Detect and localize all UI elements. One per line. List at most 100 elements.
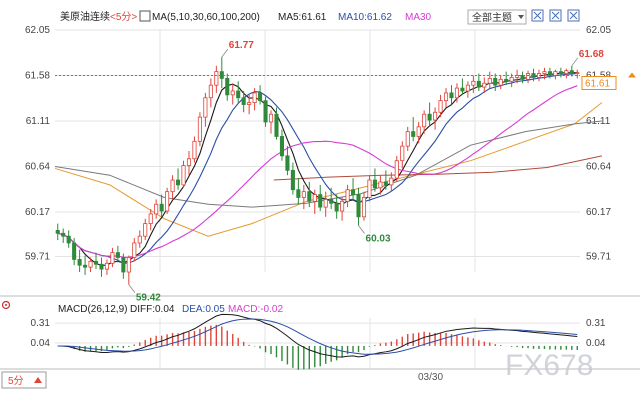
price-arrow-icon <box>628 72 636 78</box>
candle <box>159 194 164 217</box>
ma30-line <box>57 85 578 258</box>
current-price: 61.61 <box>55 72 636 90</box>
candle <box>454 83 459 103</box>
candle <box>126 255 131 285</box>
candle <box>176 168 181 190</box>
expand-icon[interactable] <box>531 9 544 22</box>
candle <box>165 187 170 214</box>
extreme-label: 60.03 <box>366 234 391 245</box>
candle <box>88 257 93 272</box>
candle <box>93 252 99 270</box>
long-ma-lines <box>54 102 603 237</box>
candle <box>575 69 580 79</box>
candle <box>247 94 252 115</box>
ma5-value: MA5:61.61 <box>278 12 327 23</box>
candle <box>553 69 558 80</box>
macd-settings-icon[interactable] <box>1 300 11 310</box>
short-ma-lines <box>57 71 578 266</box>
candle <box>482 77 487 93</box>
candle <box>564 68 569 79</box>
y-axis-left: 62.05 61.58 61.11 60.64 60.17 59.71 <box>25 25 50 263</box>
extreme-label: 61.77 <box>229 40 254 51</box>
candle <box>225 73 230 101</box>
candle <box>405 126 410 151</box>
macd-diff: DIFF:0.04 <box>130 304 175 315</box>
candle <box>307 181 312 208</box>
candle <box>61 228 66 243</box>
candle <box>520 71 525 84</box>
chevron-down-icon <box>518 15 524 19</box>
y-tick-label: 59.71 <box>25 252 50 263</box>
period-selector-label: 5分 <box>8 375 24 387</box>
candle <box>268 110 274 134</box>
candle <box>296 178 301 205</box>
hide-all-label: 全部主题 <box>472 11 512 24</box>
y-tick-label-right: 59.71 <box>586 252 611 263</box>
hide-all-button[interactable]: 全部主题 <box>467 9 527 25</box>
macd-value: MACD:-0.02 <box>228 304 283 315</box>
ma10-line <box>57 72 578 264</box>
candle <box>476 73 481 91</box>
candle <box>143 218 148 241</box>
candle <box>542 67 547 80</box>
candle <box>383 170 388 190</box>
candle <box>400 141 405 169</box>
candle <box>471 75 476 93</box>
period-selector[interactable]: 5分 <box>1 371 47 389</box>
candle <box>258 85 263 105</box>
candle <box>186 151 192 176</box>
date-label: 03/30 <box>418 372 443 383</box>
chart-header: 美原油连续 <5分> MA(5,10,30,60,100,200) MA5:61… <box>60 9 580 25</box>
dea-line <box>57 318 578 355</box>
period-label: <5分> <box>110 11 137 23</box>
macd-tick-label-right: 0.31 <box>586 318 606 329</box>
candle <box>301 184 306 210</box>
macd-series <box>57 313 578 370</box>
ma5-line <box>57 71 578 266</box>
candle <box>132 238 137 262</box>
current-price-tag <box>581 75 617 90</box>
ma200-line <box>273 155 602 181</box>
candle <box>55 223 60 241</box>
y-tick-label: 60.17 <box>25 207 50 218</box>
candle <box>99 257 104 277</box>
candle <box>77 249 82 272</box>
candle <box>378 175 383 195</box>
candle <box>318 184 323 212</box>
y-tick-label-right: 60.64 <box>586 161 611 172</box>
ma-params: MA(5,10,30,60,100,200) <box>152 12 260 23</box>
candle <box>449 85 454 105</box>
candle <box>154 199 159 219</box>
candle <box>361 191 367 221</box>
watermark: FX678 <box>505 349 593 382</box>
candle <box>72 238 77 266</box>
candle <box>351 178 356 200</box>
candle <box>230 83 235 105</box>
candle <box>312 189 317 214</box>
candle <box>427 102 432 127</box>
extreme-annotation: 60.03 <box>358 225 391 245</box>
candle <box>214 65 219 93</box>
diff-line <box>57 313 578 358</box>
candle <box>137 230 142 248</box>
ma-toggle-checkbox[interactable] <box>139 10 151 22</box>
macd-tick-label-right: 0.04 <box>586 338 606 349</box>
candle <box>66 230 71 248</box>
macd-params: MACD(26,12,9) <box>58 304 127 315</box>
settings-icon[interactable] <box>567 9 580 22</box>
candle <box>367 175 372 202</box>
candle <box>389 172 394 192</box>
candle <box>329 187 334 210</box>
candle <box>487 71 492 89</box>
fullscreen-icon[interactable] <box>549 9 562 22</box>
ma100-line <box>54 120 602 208</box>
candle <box>498 75 503 90</box>
extreme-annotation: 61.68 <box>571 49 604 67</box>
grid <box>0 29 640 370</box>
candle <box>340 197 345 221</box>
candle <box>279 129 284 161</box>
candle <box>493 73 498 91</box>
macd-header: MACD(26,12,9) DIFF:0.04 DEA:0.05 MACD:-0… <box>1 300 283 315</box>
candle <box>394 155 399 182</box>
y-tick-label: 62.05 <box>25 25 50 36</box>
